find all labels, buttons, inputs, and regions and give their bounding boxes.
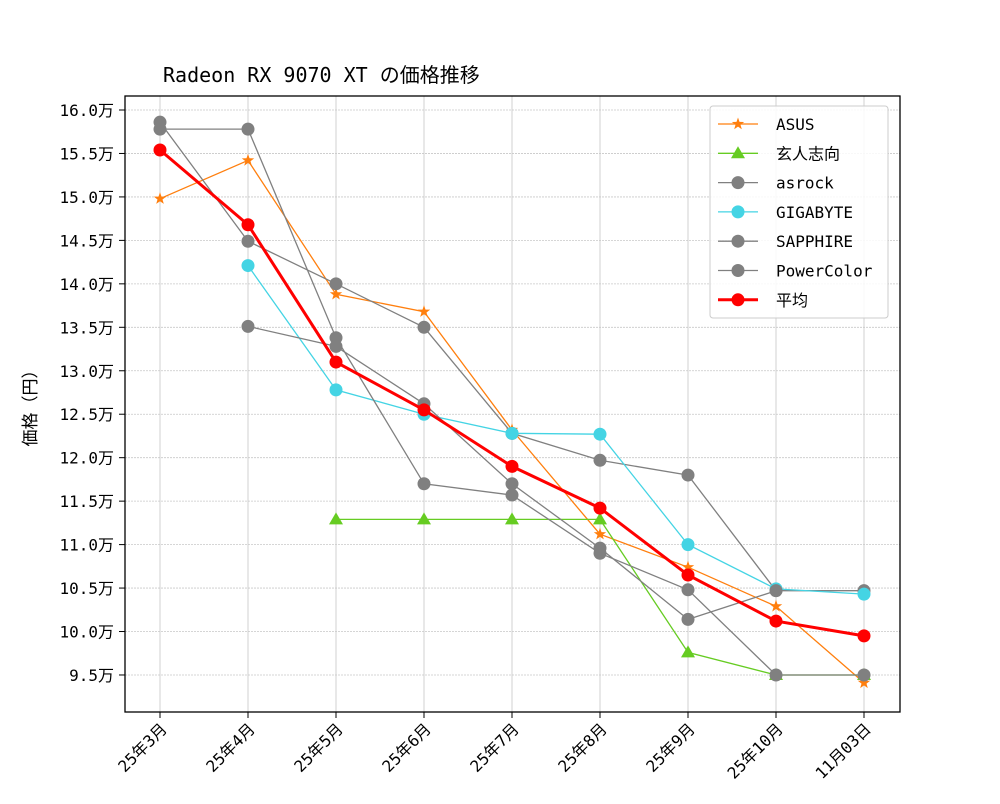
data-point (241, 153, 255, 166)
data-point (329, 277, 343, 291)
legend-label: SAPPHIRE (776, 232, 853, 251)
data-point (329, 339, 343, 353)
y-tick-label: 13.0万 (59, 362, 114, 381)
data-point (417, 320, 431, 334)
data-point (329, 355, 343, 369)
series-平均 (153, 143, 871, 643)
data-point (769, 614, 783, 628)
y-tick-label: 11.5万 (59, 492, 114, 511)
data-point (593, 501, 607, 515)
legend-entry: PowerColor (718, 262, 873, 281)
data-point (241, 218, 255, 232)
data-point (593, 512, 607, 525)
x-tick-label: 25年5月 (290, 719, 347, 776)
y-tick-label: 9.5万 (69, 666, 114, 685)
legend-label: GIGABYTE (776, 203, 853, 222)
legend-entry: asrock (718, 174, 834, 193)
legend-label: 平均 (776, 291, 808, 310)
data-point (681, 645, 695, 658)
data-point (857, 676, 871, 689)
data-point (593, 453, 607, 467)
legend-label: PowerColor (776, 262, 873, 281)
data-point (241, 234, 255, 248)
data-point (505, 459, 519, 473)
legend-box (709, 105, 889, 319)
data-point (681, 538, 695, 552)
y-tick-label: 14.0万 (59, 275, 114, 294)
data-point (153, 122, 167, 136)
data-point (505, 488, 519, 502)
data-point (593, 527, 607, 540)
data-point (857, 629, 871, 643)
x-tick-label: 25年4月 (202, 719, 259, 776)
legend-marker (731, 205, 745, 219)
data-point (593, 427, 607, 441)
legend-label: ASUS (776, 115, 815, 134)
x-tick-label: 25年7月 (466, 719, 523, 776)
legend-label: asrock (776, 174, 834, 193)
x-tick-label: 25年10月 (724, 719, 787, 782)
y-tick-label: 14.5万 (59, 231, 114, 250)
y-tick-label: 10.0万 (59, 623, 114, 642)
data-point (505, 512, 519, 525)
data-point (769, 599, 783, 612)
data-point (241, 259, 255, 273)
y-tick-label: 10.5万 (59, 579, 114, 598)
data-point (417, 305, 431, 317)
x-tick-label: 25年3月 (114, 719, 171, 776)
chart-title: Radeon RX 9070 XT の価格推移 (163, 63, 480, 87)
data-point (681, 468, 695, 482)
data-point (329, 383, 343, 397)
data-point (681, 560, 695, 573)
data-point (153, 192, 167, 204)
data-point (505, 477, 519, 491)
data-point (417, 512, 431, 525)
data-point (329, 287, 343, 300)
legend-marker (731, 146, 745, 159)
data-point (241, 319, 255, 333)
plot-frame (124, 95, 901, 713)
x-tick-label: 25年8月 (554, 719, 611, 776)
legend-marker (731, 293, 745, 307)
legend-entry: GIGABYTE (718, 203, 853, 222)
data-point (241, 122, 255, 136)
data-point (857, 668, 871, 682)
y-tick-label: 15.0万 (59, 188, 114, 207)
data-point (681, 583, 695, 597)
series-GIGABYTE (241, 259, 871, 601)
data-point (329, 512, 343, 525)
data-point (417, 403, 431, 417)
legend: ASUS 玄人志向 asrock GIGABYTE SAPPHIRE PowerColor… (709, 105, 889, 319)
data-point (681, 612, 695, 626)
y-tick-label: 12.0万 (59, 449, 114, 468)
x-tick-label: 11月03日 (812, 719, 875, 782)
y-tick-label: 15.5万 (59, 144, 114, 163)
y-axis-label: 価格（円） (21, 362, 41, 447)
data-point (681, 568, 695, 582)
data-point (857, 587, 871, 601)
legend-marker (731, 176, 745, 190)
legend-marker (731, 264, 745, 277)
series-line (247, 265, 865, 595)
y-tick-label: 16.0万 (59, 101, 114, 120)
x-tick-label: 25年9月 (642, 719, 699, 776)
legend-entry: 平均 (718, 291, 808, 310)
data-point (769, 668, 783, 682)
data-point (769, 584, 783, 598)
x-tick-label: 25年6月 (378, 719, 435, 776)
data-point (593, 541, 607, 555)
legend-entry: ASUS (718, 115, 815, 134)
data-point (505, 426, 519, 440)
legend-entry: SAPPHIRE (718, 232, 853, 251)
legend-label: 玄人志向 (776, 144, 840, 163)
data-point (417, 477, 431, 491)
data-point (153, 143, 167, 157)
legend-marker (731, 117, 745, 130)
y-tick-label: 11.0万 (59, 536, 114, 555)
y-tick-label: 12.5万 (59, 405, 114, 424)
y-tick-label: 13.5万 (59, 318, 114, 337)
legend-entry: 玄人志向 (718, 144, 840, 163)
legend-marker (731, 234, 745, 248)
